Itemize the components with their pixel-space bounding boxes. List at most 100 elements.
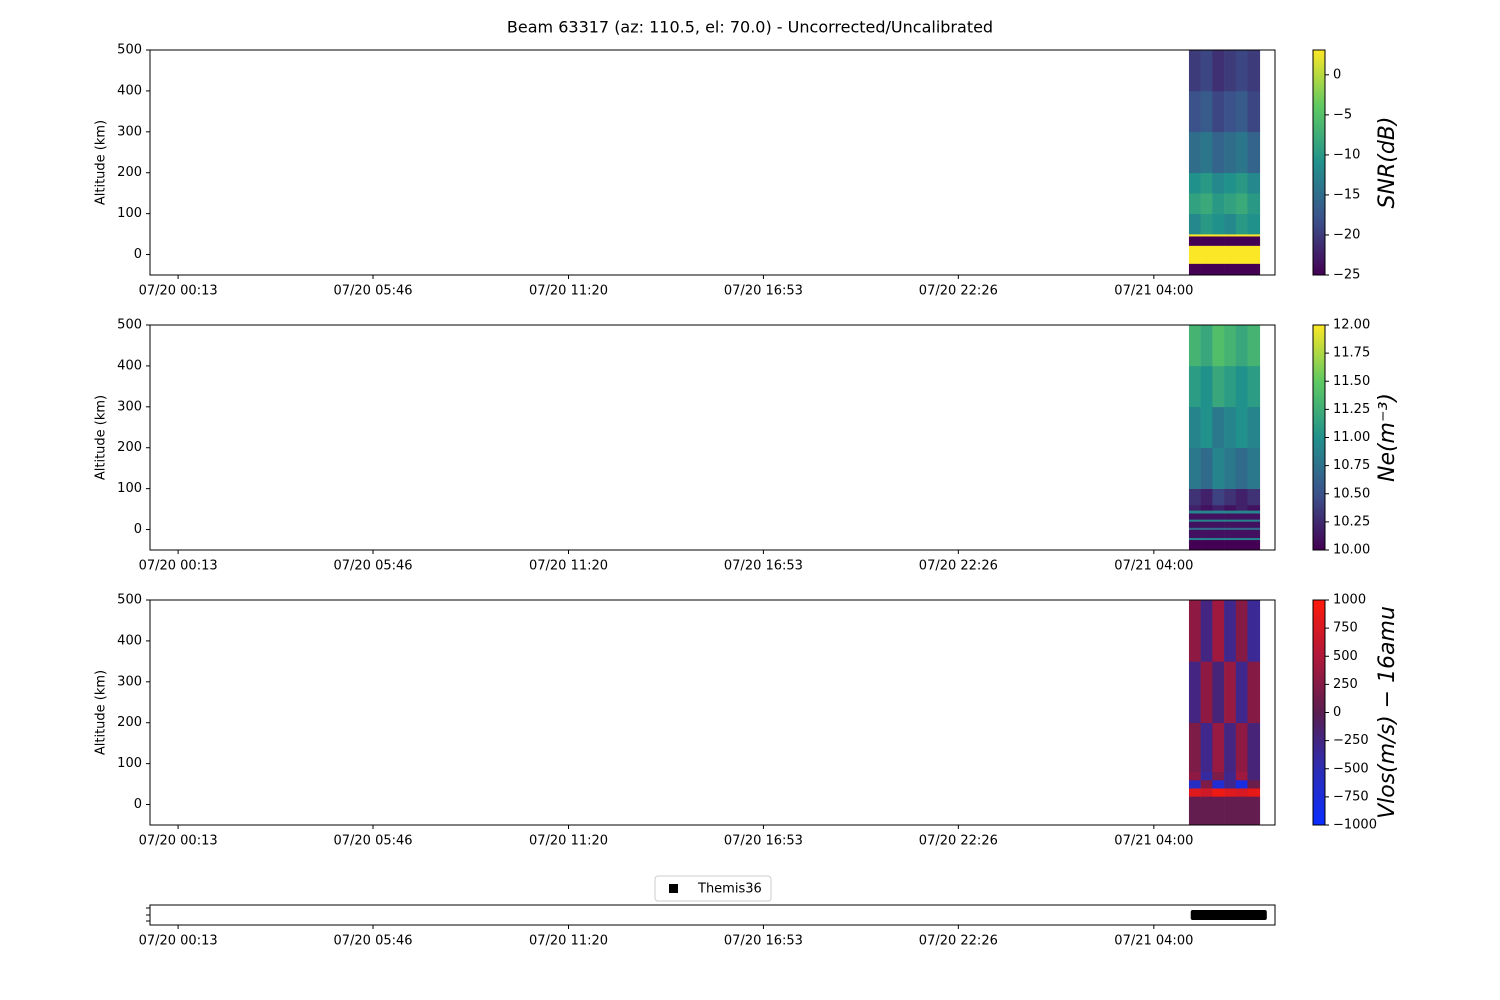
heatmap-cell	[1188, 90, 1201, 133]
heatmap-cell	[1212, 447, 1225, 489]
heatmap-cell	[1224, 505, 1237, 511]
heatmap-cell	[1188, 505, 1201, 511]
heatmap-cell	[1247, 50, 1261, 92]
heatmap-cell	[1212, 90, 1225, 133]
heatmap-cell	[1235, 519, 1248, 522]
heatmap-cell	[1188, 406, 1201, 449]
heatmap-cell	[1247, 521, 1261, 528]
heatmap-cell	[1224, 263, 1237, 276]
heatmap-cell	[1200, 234, 1213, 237]
y-tick-label: 0	[134, 797, 142, 812]
x-tick-label: 07/20 22:26	[919, 559, 998, 574]
colorbar-label: SNR(dB)	[1375, 117, 1400, 209]
heatmap-cell	[1235, 600, 1248, 662]
y-tick-label: 300	[117, 124, 142, 139]
heatmap-cell	[1200, 539, 1213, 551]
heatmap-cell	[1224, 780, 1237, 789]
colorbar-tick-label: 10.50	[1333, 486, 1370, 501]
x-tick-label: 07/20 05:46	[333, 559, 412, 574]
heatmap-cell	[1212, 600, 1225, 662]
heatmap-cell	[1235, 131, 1248, 174]
heatmap-cell	[1188, 722, 1201, 773]
heatmap-cell	[1212, 780, 1225, 789]
heatmap-cell	[1224, 365, 1237, 408]
heatmap-cell	[1235, 796, 1248, 826]
event-bar	[1190, 910, 1267, 920]
x-tick-label: 07/20 00:13	[139, 834, 218, 849]
heatmap-cell	[1235, 263, 1248, 276]
heatmap-cell	[1212, 661, 1225, 724]
heatmap-cell	[1188, 365, 1201, 408]
heatmap-cell	[1224, 600, 1237, 662]
heatmap-cell	[1212, 193, 1225, 214]
colorbar-tick-label: 11.50	[1333, 374, 1370, 389]
y-axis-label: Altitude (km)	[94, 120, 109, 205]
heatmap-cell	[1247, 172, 1261, 194]
heatmap-cell	[1212, 722, 1225, 773]
x-tick-label: 07/20 00:13	[139, 284, 218, 299]
heatmap-cell	[1212, 172, 1225, 194]
heatmap-cell	[1235, 527, 1248, 530]
heatmap-cell	[1200, 236, 1213, 246]
heatmap-cell	[1247, 505, 1261, 511]
x-tick-label: 07/20 05:46	[333, 834, 412, 849]
heatmap-cell	[1235, 325, 1248, 367]
heatmap-cell	[1200, 527, 1213, 530]
heatmap-cell	[1200, 796, 1213, 826]
heatmap-cell	[1212, 236, 1225, 246]
heatmap-cell	[1212, 521, 1225, 528]
x-tick-label: 07/20 16:53	[724, 834, 803, 849]
heatmap-cell	[1200, 245, 1213, 264]
heatmap-cell	[1188, 537, 1201, 541]
legend-box	[654, 875, 772, 902]
colorbar-tick-label: 12.00	[1333, 318, 1370, 333]
heatmap-cell	[1235, 90, 1248, 133]
heatmap-cell	[1224, 521, 1237, 528]
x-tick-label: 07/20 05:46	[333, 934, 412, 949]
heatmap-cell	[1188, 529, 1201, 539]
x-tick-label: 07/20 22:26	[919, 934, 998, 949]
heatmap-cell	[1200, 661, 1213, 724]
heatmap-cell	[1188, 771, 1201, 781]
heatmap-cell	[1212, 513, 1225, 520]
colorbar-tick-label: 0	[1333, 705, 1341, 720]
heatmap-cell	[1235, 236, 1248, 246]
heatmap-cell	[1224, 131, 1237, 174]
heatmap-cell	[1247, 447, 1261, 489]
heatmap-cell	[1247, 325, 1261, 367]
y-axis-label: Altitude (km)	[94, 670, 109, 755]
heatmap-cell	[1247, 236, 1261, 246]
y-tick-label: 0	[134, 522, 142, 537]
heatmap-cell	[1200, 788, 1213, 797]
heatmap-cell	[1188, 539, 1201, 551]
heatmap-cell	[1224, 527, 1237, 530]
axes-frame	[149, 599, 1276, 826]
heatmap-cell	[1247, 263, 1261, 276]
heatmap-cell	[1188, 172, 1201, 194]
colorbar-tick-label: 10.75	[1333, 458, 1370, 473]
heatmap-cell	[1188, 213, 1201, 235]
heatmap-cell	[1200, 447, 1213, 489]
y-tick-label: 0	[134, 247, 142, 262]
heatmap-cell	[1247, 213, 1261, 235]
heatmap-cell	[1200, 771, 1213, 781]
x-tick-label: 07/20 11:20	[529, 284, 608, 299]
heatmap-cell	[1212, 796, 1225, 826]
heatmap-cell	[1247, 488, 1261, 506]
axes-frame	[149, 49, 1276, 276]
heatmap-cell	[1235, 234, 1248, 237]
heatmap-cell	[1247, 365, 1261, 408]
heatmap-cell	[1200, 537, 1213, 541]
heatmap-cell	[1247, 90, 1261, 133]
heatmap-cell	[1224, 245, 1237, 264]
heatmap-cell	[1235, 213, 1248, 235]
heatmap-cell	[1247, 537, 1261, 541]
heatmap-cell	[1188, 600, 1201, 662]
heatmap-cell	[1188, 447, 1201, 489]
heatmap-cell	[1224, 539, 1237, 551]
heatmap-cell	[1200, 325, 1213, 367]
heatmap-cell	[1212, 325, 1225, 367]
heatmap-cell	[1224, 519, 1237, 522]
heatmap-cell	[1224, 236, 1237, 246]
x-tick-label: 07/20 16:53	[724, 559, 803, 574]
